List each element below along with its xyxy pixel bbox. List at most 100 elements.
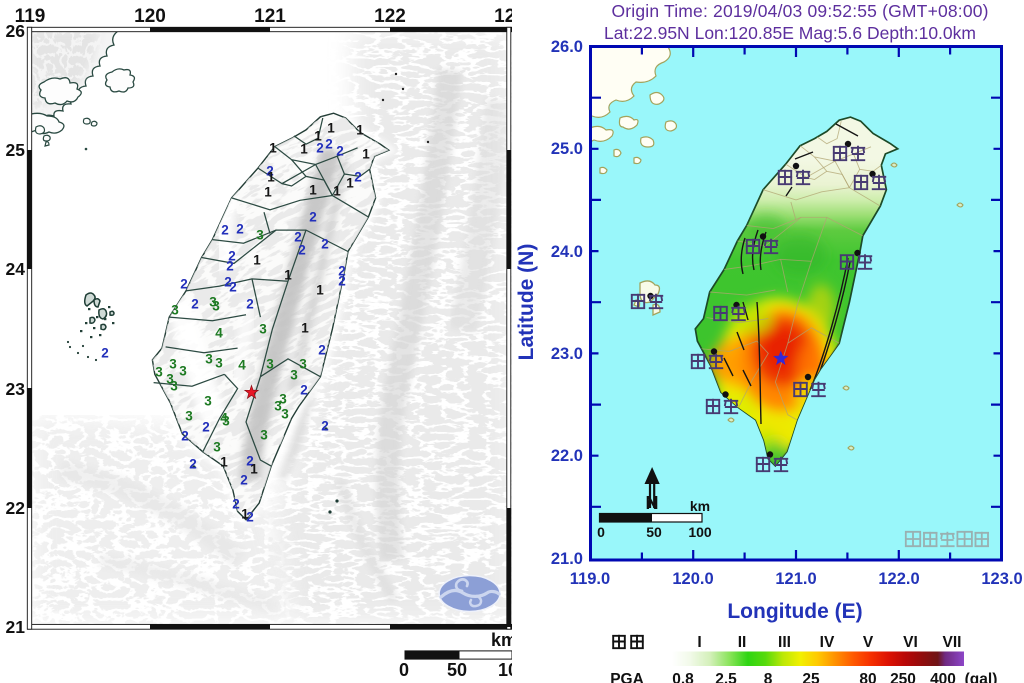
svg-text:4: 4: [220, 411, 228, 426]
svg-text:1: 1: [314, 129, 322, 144]
svg-text:26: 26: [6, 21, 26, 41]
svg-text:1: 1: [269, 141, 277, 156]
svg-text:3: 3: [215, 356, 223, 371]
svg-text:0.8: 0.8: [672, 671, 694, 683]
svg-text:400: 400: [930, 671, 956, 683]
svg-text:25: 25: [6, 140, 26, 160]
svg-text:1: 1: [250, 462, 258, 477]
svg-text:1: 1: [264, 185, 272, 200]
svg-text:3: 3: [281, 407, 289, 422]
svg-text:2: 2: [246, 510, 254, 525]
svg-text:3: 3: [205, 352, 213, 367]
svg-text:3: 3: [171, 303, 179, 318]
svg-text:(gal): (gal): [965, 671, 998, 683]
svg-text:2: 2: [336, 144, 344, 159]
svg-text:122.0: 122.0: [878, 570, 919, 588]
svg-text:3: 3: [260, 428, 268, 443]
svg-text:2: 2: [228, 249, 236, 264]
svg-text:21.0: 21.0: [551, 550, 583, 568]
svg-text:2: 2: [300, 383, 308, 398]
svg-text:km: km: [491, 630, 517, 650]
svg-text:22.0: 22.0: [551, 447, 583, 465]
svg-text:V: V: [863, 634, 874, 651]
svg-text:22: 22: [6, 498, 26, 518]
svg-text:2: 2: [294, 230, 302, 245]
svg-text:Longitude (E): Longitude (E): [727, 600, 862, 623]
svg-text:2: 2: [354, 170, 362, 185]
svg-text:26.0: 26.0: [551, 38, 583, 56]
svg-text:Lat:22.95N Lon:120.85E Mag:5.6: Lat:22.95N Lon:120.85E Mag:5.6 Depth:10.…: [604, 23, 976, 43]
svg-text:3: 3: [266, 357, 274, 372]
svg-text:2: 2: [338, 274, 346, 289]
svg-text:2: 2: [221, 223, 229, 238]
svg-text:1: 1: [241, 507, 249, 522]
svg-text:3: 3: [179, 364, 187, 379]
svg-text:VII: VII: [943, 634, 962, 651]
svg-text:4: 4: [215, 326, 223, 341]
svg-text:21: 21: [6, 617, 26, 637]
svg-text:0: 0: [399, 660, 409, 680]
svg-text:3: 3: [169, 357, 177, 372]
svg-text:122: 122: [374, 6, 406, 27]
svg-text:24: 24: [6, 259, 26, 279]
svg-text:80: 80: [859, 671, 876, 683]
svg-text:3: 3: [279, 392, 287, 407]
svg-text:0: 0: [597, 524, 605, 540]
svg-text:2: 2: [318, 343, 326, 358]
svg-text:23.0: 23.0: [551, 345, 583, 363]
svg-text:119: 119: [15, 6, 46, 27]
svg-text:250: 250: [890, 671, 916, 683]
svg-text:2: 2: [309, 210, 317, 225]
svg-text:120: 120: [134, 6, 166, 27]
svg-text:1: 1: [346, 176, 354, 191]
svg-text:2: 2: [338, 264, 346, 279]
svg-text:2: 2: [191, 297, 199, 312]
svg-text:3: 3: [299, 357, 307, 372]
svg-text:25.0: 25.0: [551, 140, 583, 158]
svg-text:km: km: [690, 498, 710, 514]
svg-text:Origin Time: 2019/04/03 09:52:: Origin Time: 2019/04/03 09:52:55 (GMT+08…: [612, 1, 989, 21]
svg-text:1: 1: [284, 268, 292, 283]
svg-text:8: 8: [764, 671, 773, 683]
svg-text:50: 50: [447, 660, 467, 680]
svg-text:50: 50: [646, 524, 662, 540]
svg-text:121.0: 121.0: [775, 570, 816, 588]
svg-text:123: 123: [494, 6, 526, 27]
svg-text:1: 1: [356, 123, 364, 138]
svg-text:II: II: [738, 634, 747, 651]
svg-text:1: 1: [253, 253, 261, 268]
svg-text:I: I: [697, 634, 701, 651]
svg-text:123.0: 123.0: [981, 570, 1022, 588]
svg-text:Latitude (N): Latitude (N): [515, 244, 538, 361]
svg-text:25: 25: [802, 671, 820, 683]
svg-text:PGA: PGA: [610, 671, 644, 683]
svg-text:1: 1: [300, 142, 308, 157]
svg-text:2: 2: [325, 137, 333, 152]
svg-text:III: III: [778, 634, 791, 651]
svg-text:IV: IV: [820, 634, 835, 651]
svg-text:3: 3: [212, 299, 220, 314]
svg-text:24.0: 24.0: [551, 243, 583, 261]
svg-text:2: 2: [321, 237, 329, 252]
svg-text:N: N: [646, 493, 659, 513]
svg-text:2.5: 2.5: [715, 671, 737, 683]
svg-text:VI: VI: [903, 634, 918, 651]
svg-text:1: 1: [316, 283, 324, 298]
svg-text:1: 1: [327, 121, 335, 136]
svg-text:1: 1: [301, 321, 309, 336]
svg-text:2: 2: [246, 454, 254, 469]
svg-text:3: 3: [170, 379, 178, 394]
svg-text:2: 2: [181, 429, 189, 444]
svg-text:3: 3: [259, 322, 267, 337]
svg-text:10: 10: [498, 660, 518, 680]
svg-text:119.0: 119.0: [570, 570, 610, 588]
svg-text:2: 2: [232, 497, 240, 512]
svg-text:3: 3: [256, 228, 264, 243]
svg-text:2: 2: [316, 141, 324, 156]
svg-text:3: 3: [222, 414, 230, 429]
svg-text:2: 2: [101, 346, 109, 361]
svg-text:23: 23: [6, 379, 26, 399]
svg-text:3: 3: [290, 368, 298, 383]
svg-text:3: 3: [166, 372, 174, 387]
svg-text:2: 2: [180, 277, 188, 292]
